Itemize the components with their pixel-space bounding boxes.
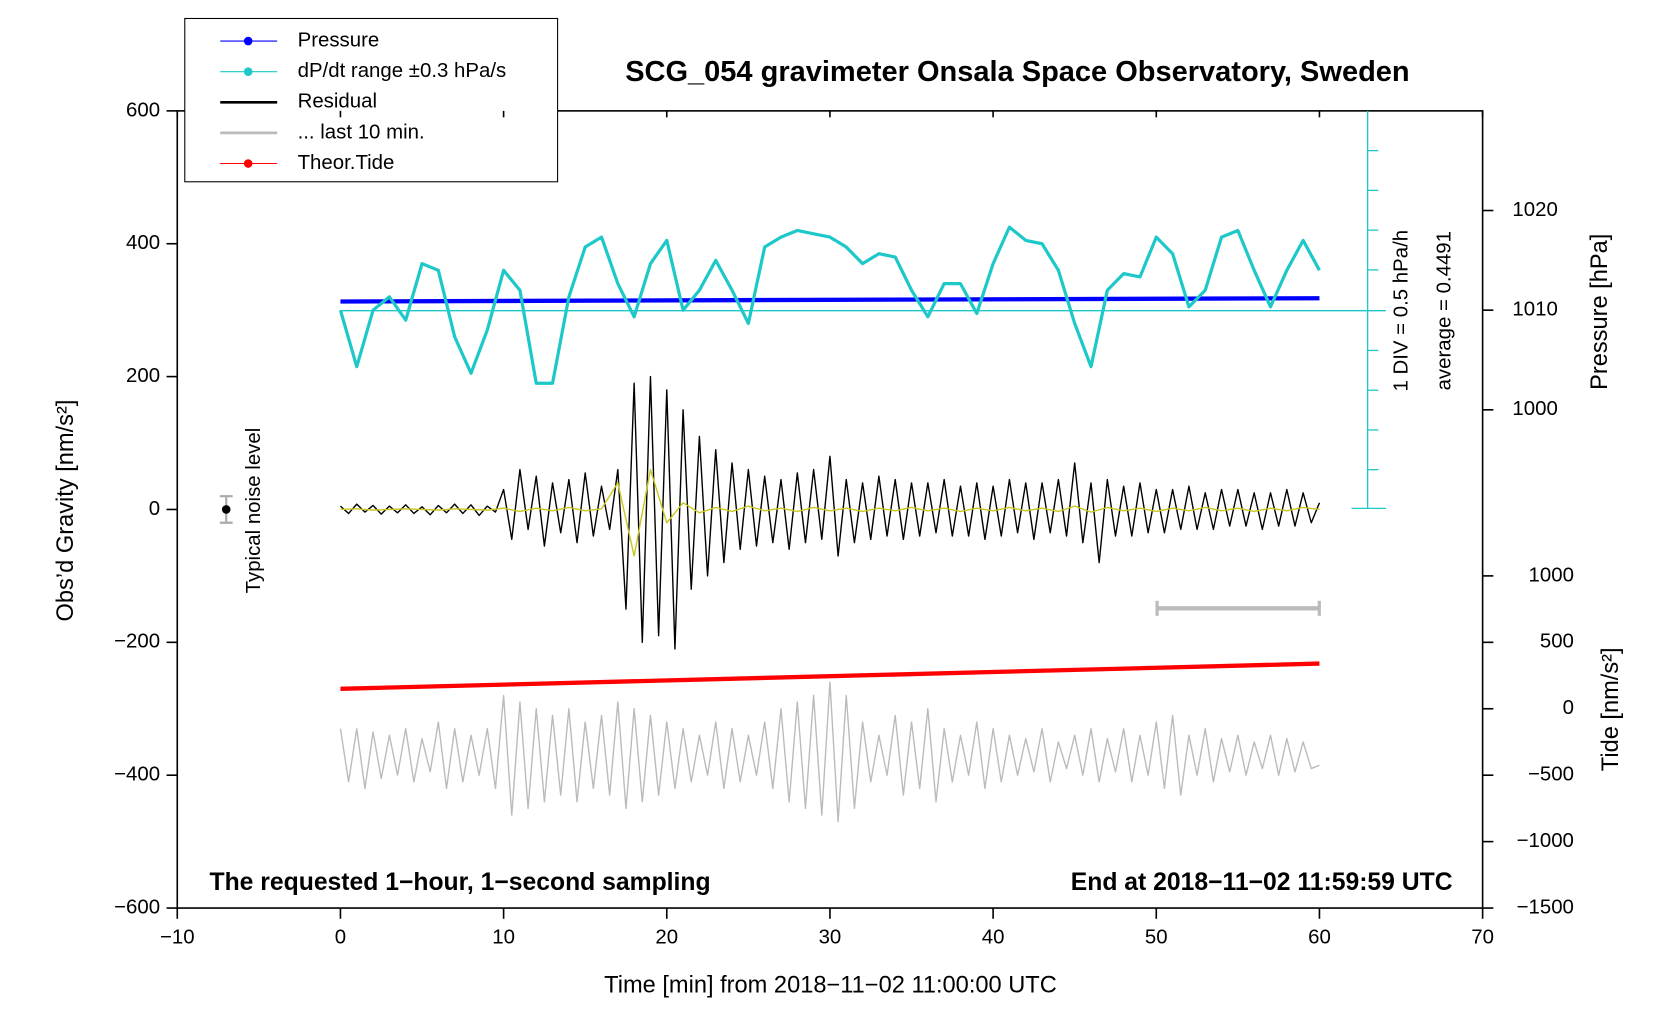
y3-axis-label: Tide [nm/s²] xyxy=(1598,647,1624,771)
y-tick-label: −200 xyxy=(114,631,160,653)
annotation: 1 DIV = 0.5 hPa/h xyxy=(1390,230,1412,392)
x-tick-label: 40 xyxy=(982,927,1005,949)
x-tick-label: −10 xyxy=(160,927,195,949)
legend-marker xyxy=(243,67,253,76)
annotation: average = 0.4491 xyxy=(1433,231,1455,390)
legend-label: ... last 10 min. xyxy=(298,121,425,143)
y2-tick-label: 1010 xyxy=(1512,299,1557,321)
y3-tick-label: −1000 xyxy=(1517,830,1574,852)
x-tick-label: 10 xyxy=(492,927,515,949)
y3-tick-label: −500 xyxy=(1528,764,1574,786)
y2-tick-label: 1000 xyxy=(1512,398,1557,420)
legend-label: Theor.Tide xyxy=(298,152,395,174)
legend-label: dP/dt range ±0.3 hPa/s xyxy=(298,60,507,82)
y-tick-label: 600 xyxy=(126,99,160,121)
x-tick-label: 50 xyxy=(1145,927,1168,949)
annotation: Typical noise level xyxy=(243,428,265,594)
series-line xyxy=(338,225,1321,385)
annotation: End at 2018−11−02 11:59:59 UTC xyxy=(1071,869,1453,896)
y-tick-label: 0 xyxy=(149,498,160,520)
y-tick-label: −400 xyxy=(114,764,160,786)
dpdt-scale xyxy=(341,110,1386,510)
x-axis-label: Time [min] from 2018−11−02 11:00:00 UTC xyxy=(604,973,1057,999)
series-line xyxy=(340,468,1320,557)
y2-axis-label: Pressure [hPa] xyxy=(1587,234,1613,390)
last-10-min-bracket xyxy=(1155,600,1321,616)
series-line xyxy=(339,375,1321,650)
y3-tick-label: 1000 xyxy=(1529,564,1574,586)
series-line xyxy=(339,681,1320,823)
y-tick-label: −600 xyxy=(114,896,160,918)
y-tick-label: 400 xyxy=(126,232,160,254)
legend-label: Residual xyxy=(298,91,377,113)
noise-point xyxy=(221,505,231,514)
x-tick-label: 30 xyxy=(819,927,842,949)
legend-marker xyxy=(243,159,253,168)
y3-tick-label: 0 xyxy=(1563,697,1574,719)
series-line xyxy=(340,296,1320,304)
y2-tick-label: 1020 xyxy=(1512,199,1557,221)
x-tick-label: 70 xyxy=(1471,927,1494,949)
y3-tick-label: −1500 xyxy=(1517,896,1574,918)
chart-title: SCG_054 gravimeter Onsala Space Observat… xyxy=(625,56,1409,88)
x-tick-label: 20 xyxy=(655,927,678,949)
y-axis-label: Obs’d Gravity [nm/s²] xyxy=(53,400,79,622)
y-tick-label: 200 xyxy=(126,365,160,387)
series-line xyxy=(340,661,1320,691)
x-tick-label: 0 xyxy=(335,927,346,949)
legend-marker xyxy=(243,36,253,46)
legend xyxy=(184,17,559,183)
annotation: The requested 1−hour, 1−second sampling xyxy=(210,869,711,896)
legend-label: Pressure xyxy=(298,29,380,51)
y3-tick-label: 500 xyxy=(1540,631,1574,653)
x-tick-label: 60 xyxy=(1308,927,1331,949)
